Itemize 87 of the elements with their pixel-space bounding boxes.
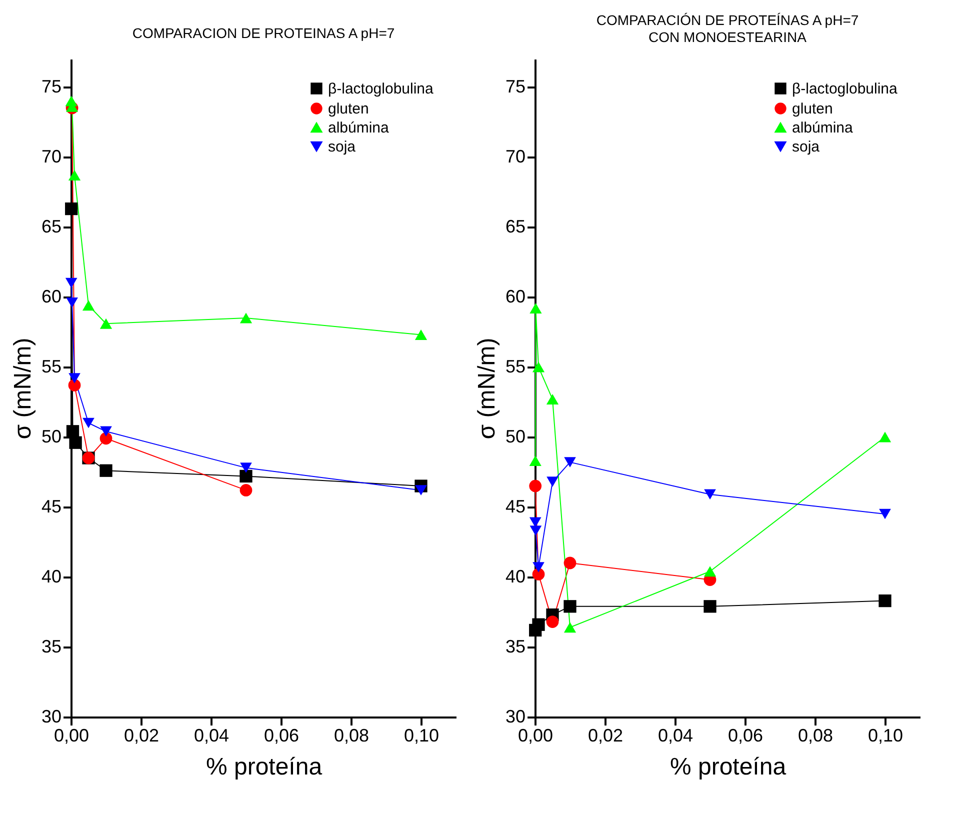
y-axis-title: σ (mN/m)	[9, 338, 36, 440]
x-tick-label: 0,04	[658, 726, 694, 746]
y-tick-label: 55	[41, 356, 62, 376]
legend-label: β-lactoglobulina	[792, 80, 898, 98]
point	[532, 362, 545, 372]
legend-label: soja	[328, 138, 356, 156]
x-tick-label: 0,00	[518, 726, 554, 746]
point	[878, 432, 892, 442]
x-tick-label: 0,02	[124, 726, 160, 746]
point	[100, 318, 112, 329]
y-tick-label: 45	[41, 496, 62, 516]
point	[546, 476, 558, 487]
x-tick-label: 0,06	[728, 726, 764, 746]
point	[878, 594, 892, 608]
point	[532, 562, 544, 572]
point	[82, 418, 94, 428]
point	[564, 600, 576, 613]
x-tick-label: 0,10	[868, 726, 904, 746]
y-tick-label: 65	[41, 216, 62, 236]
y-tick-label: 35	[41, 636, 62, 656]
point	[240, 470, 252, 483]
point	[564, 622, 576, 633]
y-tick-label: 40	[41, 566, 62, 586]
x-tick-label: 0,06	[264, 726, 300, 746]
y-tick-label: 75	[41, 76, 62, 96]
point	[546, 394, 559, 404]
x-axis-title: % proteína	[670, 754, 787, 780]
point	[100, 464, 112, 477]
point	[240, 462, 252, 473]
y-tick-label: 70	[41, 146, 62, 166]
point	[546, 616, 559, 628]
point	[564, 457, 576, 468]
point	[704, 489, 716, 500]
x-tick-label: 0,02	[588, 726, 624, 746]
point	[240, 484, 252, 496]
y-tick-label: 55	[505, 356, 526, 376]
chart-subtitle: CON MONOESTEARINA	[648, 29, 808, 45]
point	[69, 436, 82, 449]
y-axis-title: σ (mN/m)	[473, 338, 500, 440]
y-tick-label: 35	[505, 636, 526, 656]
point	[532, 618, 545, 631]
y-tick-label: 75	[505, 76, 526, 96]
point	[529, 456, 542, 466]
point	[564, 556, 576, 570]
y-tick-label: 60	[505, 286, 526, 306]
legend-label: soja	[792, 138, 820, 156]
x-tick-label: 0,10	[404, 726, 440, 746]
point	[68, 170, 81, 180]
point	[66, 425, 80, 438]
point	[100, 426, 112, 437]
point	[240, 312, 252, 324]
point	[65, 278, 78, 288]
point	[68, 373, 80, 384]
legend-label: albúmina	[792, 120, 854, 136]
legend-label: gluten	[792, 100, 833, 118]
point	[532, 568, 545, 580]
y-tick-label: 70	[505, 146, 526, 166]
point	[415, 485, 427, 496]
point	[68, 379, 81, 392]
x-tick-label: 0,04	[194, 726, 230, 746]
x-axis-title: % proteína	[206, 754, 323, 780]
point	[704, 566, 716, 577]
y-tick-label: 50	[505, 426, 526, 446]
point	[66, 297, 78, 308]
point	[530, 526, 542, 536]
legend-label: β-lactoglobulina	[328, 80, 434, 98]
y-tick-label: 65	[505, 216, 526, 236]
point	[704, 600, 716, 613]
point	[65, 202, 78, 216]
legend-label: albúmina	[328, 120, 390, 136]
x-tick-label: 0,08	[334, 726, 370, 746]
y-tick-label: 40	[505, 566, 526, 586]
y-tick-label: 30	[505, 706, 526, 726]
x-tick-label: 0,00	[54, 726, 90, 746]
point	[82, 300, 95, 311]
y-tick-label: 60	[41, 286, 62, 306]
point	[529, 480, 542, 492]
point	[414, 330, 428, 340]
y-tick-label: 45	[505, 496, 526, 516]
y-tick-label: 50	[41, 426, 62, 446]
chart-title: COMPARACIÓN DE PROTEÍNAS A pH=7	[596, 12, 859, 28]
point	[879, 508, 891, 520]
x-tick-label: 0,08	[798, 726, 834, 746]
point	[530, 302, 542, 314]
legend-label: gluten	[328, 100, 369, 118]
chart-title: COMPARACION DE PROTEINAS A pH=7	[132, 25, 395, 41]
y-tick-label: 30	[41, 706, 62, 726]
